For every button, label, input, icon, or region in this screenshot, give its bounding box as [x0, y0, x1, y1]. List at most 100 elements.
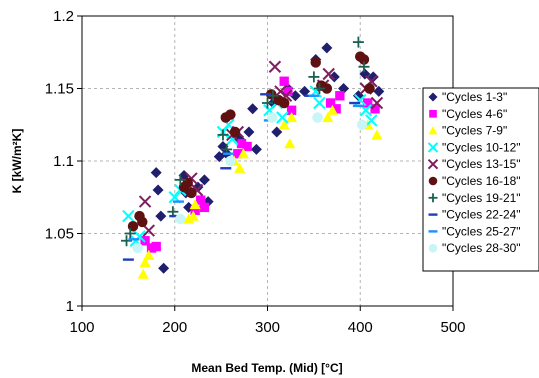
- data-point: [358, 61, 370, 73]
- data-point: [370, 104, 380, 114]
- data-point: [335, 91, 345, 101]
- data-point: [243, 126, 255, 138]
- data-point: [143, 249, 155, 260]
- data-point: [267, 90, 279, 102]
- data-point: [286, 105, 297, 115]
- data-point: [321, 83, 333, 94]
- data-point: [279, 76, 289, 86]
- series-6: [121, 36, 370, 247]
- legend-item: "Cycles 10-12": [427, 140, 521, 154]
- legend: "Cycles 1-3" "Cycles 4-6" "Cycles 7-9" "Cyc…: [422, 87, 539, 272]
- legend-marker: [427, 158, 439, 170]
- legend-label: "Cycles 28-30": [442, 241, 521, 255]
- data-point: [331, 104, 341, 114]
- data-point: [138, 195, 152, 208]
- legend-label: "Cycles 7-9": [442, 124, 507, 138]
- data-point: [229, 126, 241, 138]
- data-point: [268, 60, 282, 73]
- data-point: [150, 167, 162, 179]
- data-point: [158, 262, 170, 274]
- legend-label: "Cycles 10-12": [442, 140, 521, 154]
- legend-marker: [429, 109, 437, 118]
- data-point: [364, 83, 375, 94]
- legend-item: "Cycles 13-15": [427, 157, 521, 171]
- data-point: [155, 210, 167, 222]
- data-point: [373, 85, 385, 97]
- data-points: [121, 36, 385, 279]
- series-9: [132, 112, 368, 254]
- data-point: [325, 98, 336, 108]
- data-point: [362, 98, 373, 108]
- data-point: [217, 129, 229, 141]
- data-point: [312, 112, 323, 123]
- data-point: [322, 67, 335, 81]
- legend-label: "Cycles 1-3": [442, 90, 507, 104]
- data-point: [262, 97, 273, 109]
- data-point: [233, 149, 243, 159]
- x-tick-label: 100: [69, 319, 94, 336]
- data-point: [310, 57, 321, 68]
- y-tick-label: 1.05: [45, 226, 74, 243]
- data-point: [284, 138, 296, 149]
- y-axis: 1 1.05 1.1 1.15 1.2: [45, 8, 82, 315]
- data-point: [174, 174, 186, 186]
- data-point: [196, 195, 206, 205]
- data-point: [236, 138, 247, 149]
- y-tick-label: 1.2: [53, 8, 74, 25]
- legend-item: "Cycles 22-24": [428, 208, 521, 222]
- data-point: [313, 96, 326, 110]
- series-1: [140, 76, 380, 253]
- data-point: [124, 228, 136, 239]
- data-point: [247, 103, 259, 115]
- data-point: [276, 111, 289, 124]
- data-point: [266, 112, 278, 123]
- grid-lines: [82, 16, 453, 306]
- data-point: [299, 85, 311, 97]
- x-axis: 100 200 300 400 500: [69, 306, 466, 336]
- data-point: [190, 205, 200, 215]
- legend-marker: [428, 126, 438, 135]
- data-point: [199, 202, 210, 213]
- data-point: [313, 83, 325, 94]
- data-point: [358, 54, 370, 65]
- legend-label: "Cycles 4-6": [442, 107, 507, 121]
- data-point: [326, 104, 338, 115]
- y-axis-title: K [kW/m²K]: [10, 129, 24, 194]
- y-tick-label: 1.1: [53, 153, 74, 170]
- data-point: [237, 148, 249, 159]
- legend-label: "Cycles 19-21": [442, 191, 521, 205]
- legend-marker: [428, 176, 438, 186]
- data-point: [139, 257, 151, 268]
- data-point: [365, 114, 378, 127]
- data-point: [278, 119, 290, 130]
- data-point: [250, 143, 262, 155]
- legend-item: "Cycles 1-3": [428, 90, 507, 104]
- data-point: [234, 162, 246, 173]
- y-tick-label: 1: [66, 298, 74, 315]
- data-point: [186, 187, 197, 199]
- data-point: [121, 235, 133, 247]
- legend-label: "Cycles 22-24": [442, 208, 521, 222]
- x-tick-label: 300: [255, 319, 280, 336]
- data-point: [175, 213, 186, 225]
- data-point: [322, 112, 334, 123]
- data-point: [352, 36, 364, 48]
- legend-label: "Cycles 16-18": [442, 174, 521, 188]
- legend-item: "Cycles 19-21": [428, 191, 521, 205]
- data-point: [225, 155, 236, 167]
- data-point: [371, 129, 383, 140]
- data-point: [225, 109, 236, 120]
- legend-marker: [428, 243, 438, 253]
- x-axis-title: Mean Bed Temp. (Mid) [°C]: [191, 361, 342, 375]
- data-point: [356, 119, 368, 130]
- legend-marker: [427, 142, 439, 153]
- data-point: [137, 216, 148, 228]
- data-point: [198, 174, 210, 186]
- data-point: [189, 199, 201, 210]
- legend-item: "Cycles 16-18": [428, 174, 521, 188]
- data-point: [132, 242, 143, 254]
- legend-marker: [428, 193, 438, 203]
- data-point: [151, 241, 161, 252]
- legend-item: "Cycles 28-30": [428, 241, 521, 255]
- data-point: [283, 86, 293, 97]
